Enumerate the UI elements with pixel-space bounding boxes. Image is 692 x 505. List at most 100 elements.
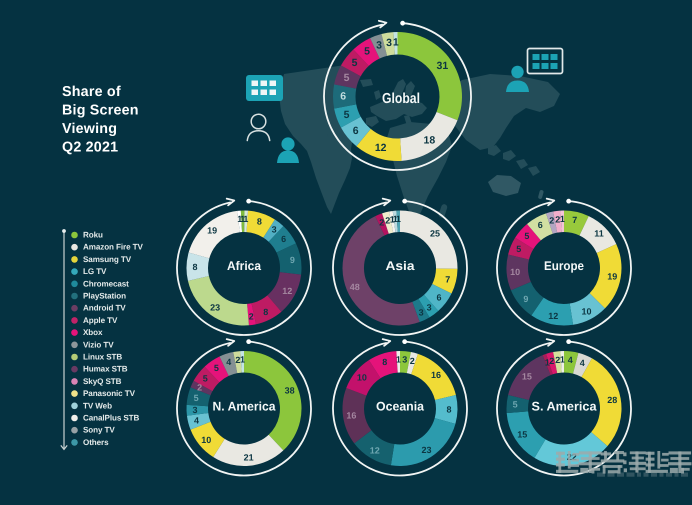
svg-text:3: 3 <box>272 224 277 234</box>
svg-text:1: 1 <box>396 355 401 365</box>
svg-text:SkyQ STB: SkyQ STB <box>83 377 122 386</box>
svg-text:12: 12 <box>282 286 292 296</box>
svg-text:Roku: Roku <box>83 231 103 240</box>
svg-text:19: 19 <box>607 272 617 282</box>
svg-text:23: 23 <box>210 303 220 313</box>
svg-text:18: 18 <box>424 134 436 146</box>
svg-text:Linux STB: Linux STB <box>83 353 122 362</box>
svg-text:21: 21 <box>244 452 254 462</box>
svg-text:1: 1 <box>240 355 245 365</box>
svg-text:8: 8 <box>446 404 451 414</box>
svg-text:19: 19 <box>207 226 217 236</box>
svg-text:7: 7 <box>445 275 450 285</box>
svg-text:1: 1 <box>396 214 401 224</box>
svg-text:2: 2 <box>235 355 240 365</box>
svg-text:S. America: S. America <box>532 400 598 414</box>
svg-text:Sony TV: Sony TV <box>83 426 115 435</box>
svg-text:2: 2 <box>379 218 384 228</box>
svg-text:4: 4 <box>194 416 199 426</box>
svg-text:Vizio TV: Vizio TV <box>83 340 114 349</box>
svg-text:10: 10 <box>357 373 367 383</box>
svg-text:2: 2 <box>249 312 254 322</box>
svg-text:Oceania: Oceania <box>376 400 425 414</box>
svg-text:6: 6 <box>281 234 286 244</box>
svg-text:2: 2 <box>385 216 390 226</box>
svg-text:12: 12 <box>375 142 387 154</box>
svg-text:2: 2 <box>197 383 202 393</box>
svg-text:5: 5 <box>513 400 518 410</box>
svg-text:8: 8 <box>382 357 387 367</box>
svg-text:CanalPlus STB: CanalPlus STB <box>83 414 140 423</box>
svg-text:5: 5 <box>524 231 529 241</box>
svg-text:3: 3 <box>386 37 392 49</box>
svg-text:10: 10 <box>201 435 211 445</box>
svg-text:Asia: Asia <box>386 259 416 273</box>
svg-text:10: 10 <box>581 307 591 317</box>
svg-text:1: 1 <box>560 214 565 224</box>
svg-text:Europe: Europe <box>544 259 584 273</box>
svg-text:2: 2 <box>410 356 415 366</box>
svg-text:Xbox: Xbox <box>83 328 103 337</box>
svg-text:Chromecast: Chromecast <box>83 279 129 288</box>
svg-text:1: 1 <box>240 214 245 224</box>
svg-text:4: 4 <box>226 357 231 367</box>
svg-text:1: 1 <box>237 214 242 224</box>
svg-text:Q2 2021: Q2 2021 <box>62 140 118 156</box>
svg-text:6: 6 <box>538 220 543 230</box>
svg-text:Big Screen: Big Screen <box>62 103 139 119</box>
svg-text:Share of: Share of <box>62 84 121 100</box>
svg-text:12: 12 <box>370 446 380 456</box>
svg-text:Africa: Africa <box>227 259 262 273</box>
svg-text:5: 5 <box>214 363 219 373</box>
svg-text:4: 4 <box>568 355 573 365</box>
svg-text:6: 6 <box>436 293 441 303</box>
svg-text:Viewing: Viewing <box>62 121 117 137</box>
svg-text:Android TV: Android TV <box>83 304 126 313</box>
svg-text:2: 2 <box>549 356 554 366</box>
svg-text:9: 9 <box>290 255 295 265</box>
svg-text:2: 2 <box>555 355 560 365</box>
svg-text:16: 16 <box>431 370 441 380</box>
svg-text:15: 15 <box>517 429 527 439</box>
svg-text:6: 6 <box>340 91 346 103</box>
svg-text:TV Web: TV Web <box>83 401 112 410</box>
svg-text:8: 8 <box>263 307 268 317</box>
svg-text:1: 1 <box>545 357 550 367</box>
svg-text:1: 1 <box>390 215 395 225</box>
svg-text:22: 22 <box>567 452 577 462</box>
svg-text:5: 5 <box>203 373 208 383</box>
svg-text:2: 2 <box>555 214 560 224</box>
svg-text:1: 1 <box>393 36 399 48</box>
svg-text:2: 2 <box>549 216 554 226</box>
svg-text:3: 3 <box>427 303 432 313</box>
svg-text:Panasonic TV: Panasonic TV <box>83 389 136 398</box>
svg-text:23: 23 <box>421 445 431 455</box>
svg-text:5: 5 <box>352 57 358 69</box>
svg-text:7: 7 <box>572 215 577 225</box>
svg-text:31: 31 <box>437 60 449 72</box>
svg-text:Humax STB: Humax STB <box>83 365 128 374</box>
svg-text:8: 8 <box>192 262 197 272</box>
svg-text:3: 3 <box>419 307 424 317</box>
svg-text:5: 5 <box>344 109 350 121</box>
svg-text:8: 8 <box>257 216 262 226</box>
svg-text:5: 5 <box>194 393 199 403</box>
svg-text:10: 10 <box>510 267 520 277</box>
svg-text:5: 5 <box>516 244 521 254</box>
svg-text:15: 15 <box>522 371 532 381</box>
svg-text:12: 12 <box>548 311 558 321</box>
svg-text:5: 5 <box>364 46 370 58</box>
svg-text:PlayStation: PlayStation <box>83 292 126 301</box>
svg-text:16: 16 <box>346 411 356 421</box>
svg-text:Global: Global <box>382 91 420 107</box>
svg-text:Others: Others <box>83 438 109 447</box>
svg-text:38: 38 <box>285 385 295 395</box>
svg-text:1: 1 <box>393 214 398 224</box>
svg-text:48: 48 <box>350 282 360 292</box>
svg-text:25: 25 <box>430 229 440 239</box>
svg-text:1: 1 <box>560 355 565 365</box>
svg-text:3: 3 <box>402 355 407 365</box>
svg-text:9: 9 <box>523 294 528 304</box>
svg-text:Samsung TV: Samsung TV <box>83 255 132 264</box>
svg-text:3: 3 <box>192 405 197 415</box>
